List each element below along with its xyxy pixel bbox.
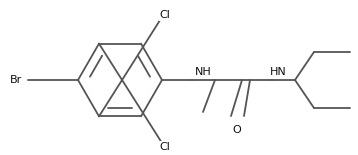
Text: Cl: Cl (160, 142, 170, 152)
Text: HN: HN (270, 67, 287, 77)
Text: Cl: Cl (160, 10, 170, 20)
Text: Br: Br (10, 75, 22, 85)
Text: O: O (233, 125, 241, 135)
Text: NH: NH (195, 67, 212, 77)
